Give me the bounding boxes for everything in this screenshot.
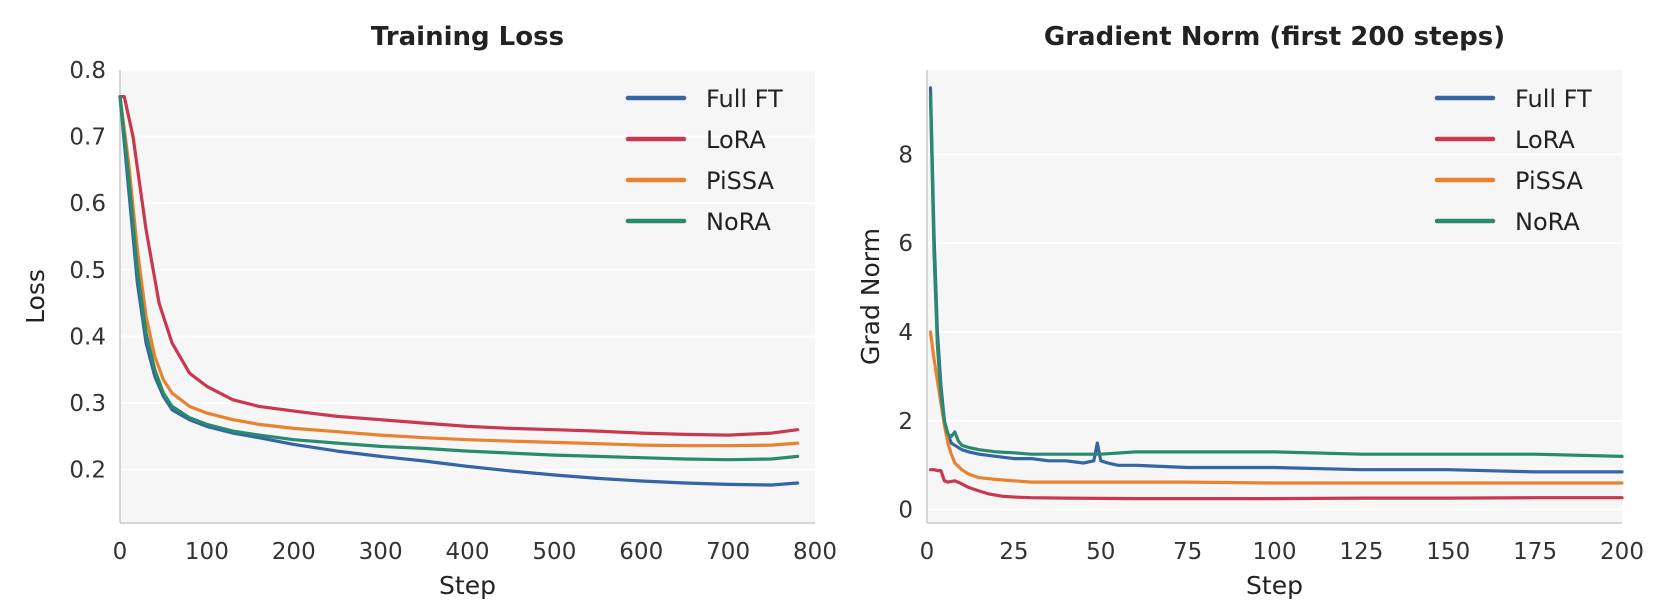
gradient-norm-chart: 0 2 4 6 8 0 25 50 75 100 125 150 175 200 Gradient Norm… <box>856 22 1644 600</box>
x-tick-label: 200 <box>272 539 316 565</box>
chart-title: Training Loss <box>371 22 564 52</box>
legend: Full FT LoRA PiSSA NoRA <box>625 85 783 236</box>
y-axis-label: Loss <box>21 269 50 324</box>
chart-title: Gradient Norm (first 200 steps) <box>1044 22 1505 52</box>
y-tick-label: 0.4 <box>69 324 106 350</box>
plot-area <box>120 70 815 523</box>
legend-label: NoRA <box>706 208 771 236</box>
legend-label: NoRA <box>1515 208 1580 236</box>
x-tick-label: 800 <box>793 539 837 565</box>
x-tick-label: 600 <box>619 539 663 565</box>
plot-area <box>927 70 1622 523</box>
y-tick-label: 8 <box>898 142 913 168</box>
x-axis-label: Step <box>1246 571 1303 600</box>
x-tick-label: 50 <box>1086 539 1115 565</box>
x-axis-label: Step <box>439 571 496 600</box>
legend-label: PiSSA <box>706 167 775 195</box>
x-tick-label: 175 <box>1513 539 1557 565</box>
legend: Full FT LoRA PiSSA NoRA <box>1434 85 1592 236</box>
x-tick-label: 0 <box>920 539 935 565</box>
series-line-pissa <box>118 94 800 448</box>
x-tick-label: 400 <box>446 539 490 565</box>
x-tick-label: 300 <box>359 539 403 565</box>
legend-item-pissa: PiSSA <box>625 167 775 195</box>
legend-item-full-ft: Full FT <box>1434 85 1592 113</box>
y-tick-label: 0 <box>898 498 913 524</box>
x-tick-label: 150 <box>1426 539 1470 565</box>
x-tick-label: 0 <box>113 539 128 565</box>
y-tick-label: 0.3 <box>69 391 106 417</box>
y-tick-label: 0.5 <box>69 258 106 284</box>
legend-label: Full FT <box>706 85 783 113</box>
x-tick-label: 100 <box>1253 539 1297 565</box>
legend-label: LoRA <box>1515 126 1575 154</box>
y-tick-label: 0.8 <box>69 58 106 84</box>
legend-item-nora: NoRA <box>625 208 771 236</box>
legend-item-pissa: PiSSA <box>1434 167 1584 195</box>
series-line-nora <box>928 94 1624 458</box>
series-line-lora <box>928 468 1624 501</box>
x-tick-label: 700 <box>706 539 750 565</box>
series-line-nora <box>118 94 800 462</box>
x-tick-label: 100 <box>185 539 229 565</box>
series-line-full-ft <box>118 94 800 487</box>
x-tick-label: 500 <box>532 539 576 565</box>
series-line-lora <box>118 94 800 437</box>
legend-item-nora: NoRA <box>1434 208 1580 236</box>
legend-label: PiSSA <box>1515 167 1584 195</box>
y-tick-label: 0.2 <box>69 458 106 484</box>
y-tick-label: 2 <box>898 409 913 435</box>
x-tick-label: 75 <box>1173 539 1202 565</box>
training-loss-chart: 0.2 0.3 0.4 0.5 0.6 0.7 0.8 0 100 200 300 400 500 600… <box>21 22 837 600</box>
x-tick-label: 125 <box>1339 539 1383 565</box>
y-tick-label: 0.6 <box>69 191 106 217</box>
x-tick-label: 200 <box>1600 539 1644 565</box>
x-tick-label: 25 <box>999 539 1028 565</box>
legend-label: LoRA <box>706 126 766 154</box>
y-tick-label: 4 <box>898 320 913 346</box>
legend-item-lora: LoRA <box>625 126 766 154</box>
legend-item-full-ft: Full FT <box>625 85 783 113</box>
y-tick-label: 6 <box>898 231 913 257</box>
y-axis-label: Grad Norm <box>856 228 885 365</box>
legend-item-lora: LoRA <box>1434 126 1575 154</box>
legend-label: Full FT <box>1515 85 1592 113</box>
y-tick-label: 0.7 <box>69 125 106 151</box>
